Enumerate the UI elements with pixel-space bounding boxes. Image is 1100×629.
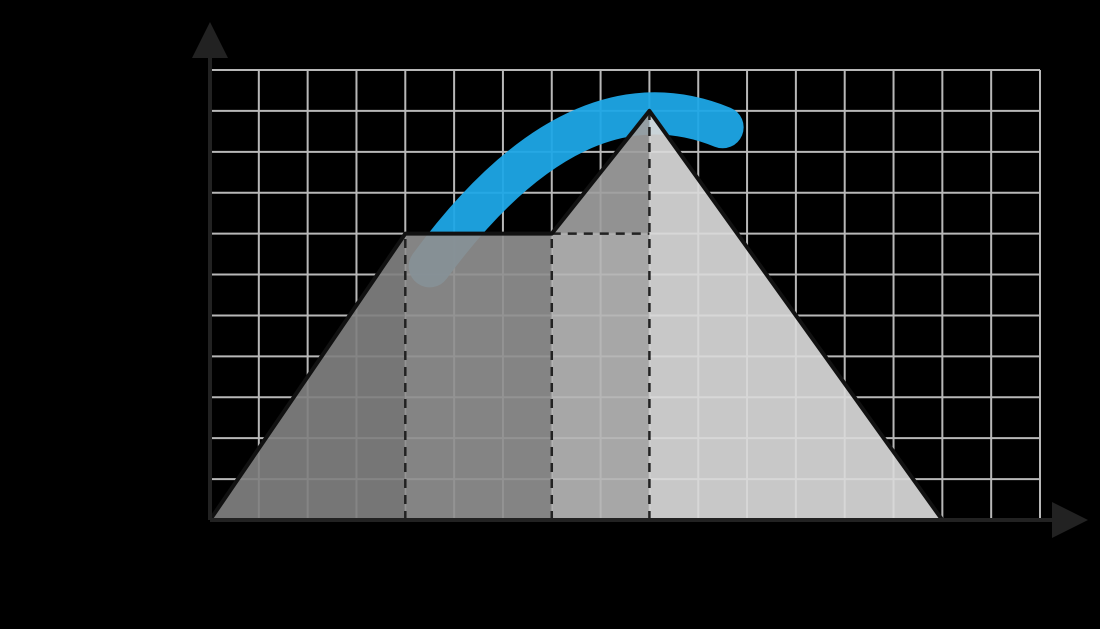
- area-2: [405, 234, 551, 520]
